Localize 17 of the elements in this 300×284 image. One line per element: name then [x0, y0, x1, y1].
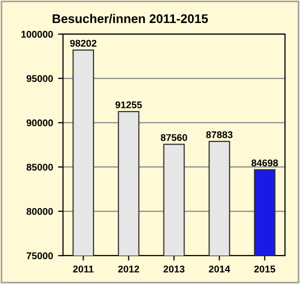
data-label: 91255 — [115, 101, 142, 108]
data-label: 84698 — [251, 159, 278, 166]
data-label: 87883 — [206, 131, 233, 138]
x-tick-label: 2013 — [164, 266, 184, 272]
x-tick-label: 2011 — [73, 266, 94, 272]
y-tick-label: 85000 — [26, 164, 53, 171]
y-tick-label: 100000 — [21, 30, 53, 38]
y-tick-label: 90000 — [26, 119, 53, 126]
y-tick-label: 75000 — [26, 252, 53, 260]
data-label: 98202 — [70, 40, 96, 47]
chart-title: Besucher/innen 2011-2015 — [52, 14, 208, 24]
x-tick-label: 2015 — [254, 266, 276, 272]
y-tick-label: 95000 — [26, 75, 53, 82]
x-tick-label: 2014 — [208, 266, 230, 272]
y-tick-label: 80000 — [26, 208, 53, 215]
x-tick-label: 2012 — [118, 266, 140, 272]
data-label: 87560 — [160, 134, 188, 141]
